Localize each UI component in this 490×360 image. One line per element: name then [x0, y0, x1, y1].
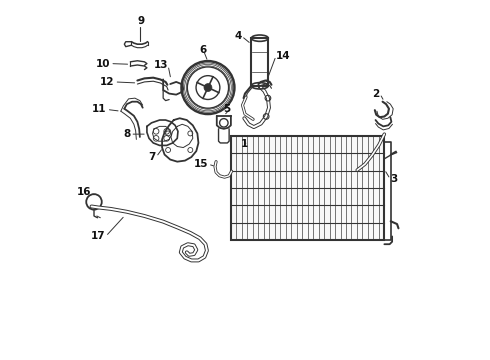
- Text: 12: 12: [100, 77, 115, 87]
- Text: 2: 2: [372, 89, 380, 99]
- Text: 14: 14: [276, 51, 291, 61]
- Text: 8: 8: [123, 129, 130, 139]
- Bar: [231, 136, 384, 240]
- Circle shape: [204, 84, 212, 91]
- Text: 16: 16: [77, 187, 92, 197]
- Text: 17: 17: [91, 231, 106, 242]
- Text: 3: 3: [391, 174, 397, 184]
- Text: 6: 6: [200, 45, 207, 55]
- Text: 7: 7: [149, 152, 156, 162]
- Text: 5: 5: [223, 104, 230, 114]
- Text: 15: 15: [194, 159, 208, 169]
- Text: 9: 9: [137, 15, 145, 26]
- Text: 13: 13: [153, 60, 168, 70]
- Text: 1: 1: [241, 139, 248, 149]
- Text: 10: 10: [96, 59, 110, 68]
- Bar: [251, 38, 269, 86]
- Text: 11: 11: [92, 104, 107, 114]
- Text: 4: 4: [234, 31, 242, 41]
